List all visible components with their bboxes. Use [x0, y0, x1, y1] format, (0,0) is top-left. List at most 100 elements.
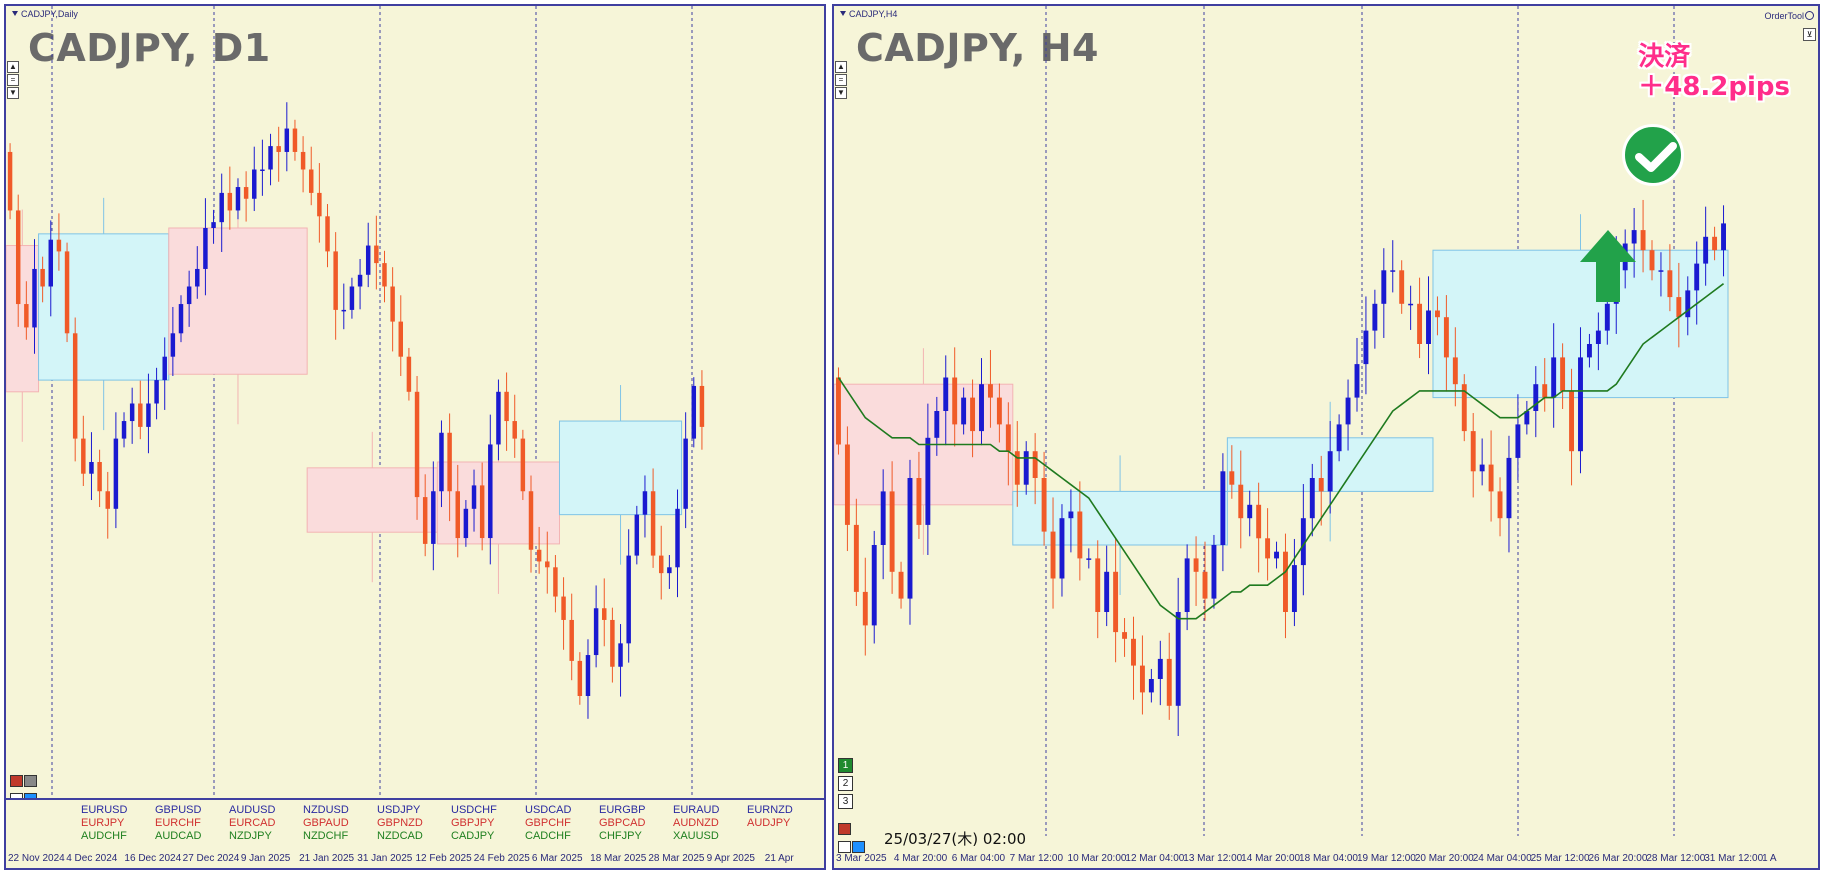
ticker-symbol[interactable]: USDCAD	[525, 804, 572, 816]
ticker-symbol[interactable]: AUDNZD	[673, 817, 719, 829]
ticker-symbol[interactable]: EURNZD	[747, 804, 793, 816]
ticker-symbol[interactable]: GBPCAD	[599, 817, 646, 829]
candle-body	[97, 462, 102, 492]
ticker-symbol[interactable]: NZDJPY	[229, 830, 272, 842]
zoom-controls[interactable]: ▲ = ▼	[7, 61, 19, 100]
ticker-symbol[interactable]: NZDUSD	[303, 804, 349, 816]
panel-controls[interactable]	[838, 822, 866, 858]
ticker-symbol[interactable]: USDJPY	[377, 804, 421, 816]
ticker-symbol[interactable]: EURCAD	[229, 817, 276, 829]
ticker-symbol[interactable]: AUDCAD	[155, 830, 202, 842]
x-tick-label: 21 Jan 2025	[299, 853, 355, 864]
candle-body	[1095, 558, 1101, 612]
ticker-symbol[interactable]: GBPUSD	[155, 804, 202, 816]
ticker-symbol[interactable]: GBPAUD	[303, 817, 349, 829]
x-tick-label: 14 Mar 20:00	[1241, 853, 1301, 864]
ticker-symbol[interactable]: EURGBP	[599, 804, 646, 816]
x-tick-label: 31 Mar 12:00	[1704, 853, 1764, 864]
candle-body	[1211, 545, 1217, 599]
ticker-symbol[interactable]: EURJPY	[81, 817, 125, 829]
x-tick-label: 16 Dec 2024	[124, 853, 182, 864]
candle-body	[260, 169, 265, 171]
x-tick-label: 6 Mar 2025	[531, 853, 583, 864]
zoom-controls[interactable]: ▲ = ▼	[835, 61, 847, 100]
scroll-up-icon[interactable]: ▲	[835, 61, 847, 73]
cursor-icon[interactable]	[838, 841, 851, 853]
ticker-symbol[interactable]: GBPCHF	[525, 817, 571, 829]
daily-chart-window[interactable]: CADJPY,Daily CADJPY, D1 ▲ = ▼ EURUSD EURJ…	[4, 4, 826, 870]
h4-chart-window[interactable]: CADJPY,H4 CADJPY, H4 OrderTool ⊻ ▲ = ▼ 決…	[832, 4, 1820, 870]
x-tick-label: 9 Jan 2025	[240, 853, 291, 864]
ticker-symbol[interactable]: GBPJPY	[451, 817, 495, 829]
page-button-2[interactable]: 2	[838, 776, 853, 791]
ticker-symbol[interactable]: EURAUD	[673, 804, 720, 816]
scroll-down-icon[interactable]: ▼	[7, 87, 19, 99]
candle-body	[970, 397, 976, 432]
candle-body	[1032, 451, 1038, 478]
ticker-symbol[interactable]: CHFJPY	[599, 830, 642, 842]
right-controls[interactable]: ⊻	[1803, 28, 1816, 47]
x-tick-label: 6 Mar 04:00	[951, 853, 1006, 864]
candle-body	[1694, 263, 1700, 291]
candle-body	[1122, 632, 1128, 639]
candle-body	[1050, 531, 1056, 579]
candle-body	[683, 438, 688, 509]
page-button-3[interactable]: 3	[838, 794, 853, 809]
reset-scale-icon[interactable]: =	[835, 74, 847, 86]
ticker-symbol[interactable]: AUDJPY	[747, 817, 791, 829]
x-tick-label: 4 Mar 20:00	[893, 853, 948, 864]
minimize-icon[interactable]	[838, 823, 851, 835]
candle-body	[593, 608, 599, 656]
candle-body	[925, 437, 931, 525]
ticker-symbol[interactable]: AUDCHF	[81, 830, 127, 842]
page-button-1[interactable]: 1	[838, 758, 853, 773]
candle-body	[178, 304, 184, 334]
candle-body	[138, 403, 143, 427]
h4-candlestick-chart[interactable]	[834, 6, 1818, 852]
candle-body	[1229, 471, 1235, 485]
candle-body	[1631, 230, 1637, 244]
candle-body	[1685, 290, 1691, 318]
candle-body	[471, 485, 477, 509]
candle-body	[1175, 612, 1181, 706]
ticker-column: EURAUD AUDNZD XAUUSD	[673, 804, 719, 843]
candle-body	[186, 286, 192, 305]
candle-body	[658, 555, 664, 574]
x-axis: 22 Nov 2024 4 Dec 2024 16 Dec 2024 27 Dec 2…	[6, 850, 824, 868]
candle-body	[577, 660, 583, 696]
reset-scale-icon[interactable]: =	[7, 74, 19, 86]
candle-body	[1309, 478, 1315, 519]
ticker-column: USDJPY GBPNZD NZDCAD	[377, 804, 423, 843]
ticker-symbol[interactable]: USDCHF	[451, 804, 497, 816]
ticker-symbol[interactable]: AUDUSD	[229, 804, 276, 816]
ticker-symbol[interactable]: NZDCAD	[377, 830, 423, 842]
pin-icon[interactable]: ⊻	[1803, 28, 1816, 41]
scroll-down-icon[interactable]: ▼	[835, 87, 847, 99]
candle-body	[1461, 384, 1467, 432]
ticker-symbol[interactable]: XAUUSD	[673, 830, 719, 842]
candle-body	[1506, 457, 1512, 519]
ticker-symbol[interactable]: EURUSD	[81, 804, 128, 816]
x-tick-label: 31 Jan 2025	[357, 853, 413, 864]
daily-candlestick-chart[interactable]	[6, 6, 824, 798]
candle-body	[1041, 478, 1047, 532]
ticker-symbol[interactable]: CADCHF	[525, 830, 571, 842]
restore-icon[interactable]	[24, 775, 37, 787]
minimize-icon[interactable]	[10, 775, 23, 787]
crosshair-icon[interactable]	[852, 841, 865, 853]
ticker-symbol[interactable]: EURCHF	[155, 817, 201, 829]
candle-body	[1363, 330, 1369, 365]
candle-body	[1005, 424, 1011, 452]
ticker-symbol[interactable]: CADJPY	[451, 830, 495, 842]
ticker-column: EURGBP GBPCAD CHFJPY	[599, 804, 645, 843]
candle-body	[1238, 484, 1244, 519]
candle-body	[1300, 518, 1306, 566]
ticker-symbol[interactable]: NZDCHF	[303, 830, 349, 842]
ticker-symbol[interactable]: GBPNZD	[377, 817, 423, 829]
ticker-column: EURUSD EURJPY AUDCHF	[81, 804, 127, 843]
candle-body	[642, 491, 648, 515]
order-tool-label[interactable]: OrderTool	[1764, 11, 1814, 21]
scroll-up-icon[interactable]: ▲	[7, 61, 19, 73]
candle-body	[15, 210, 21, 305]
candle-body	[1434, 310, 1440, 318]
